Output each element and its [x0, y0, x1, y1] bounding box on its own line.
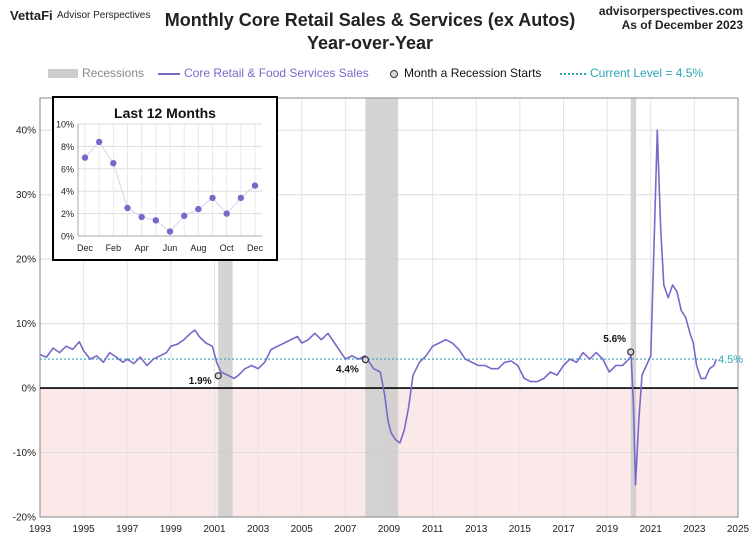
y-tick-label: 20%	[16, 255, 36, 266]
x-tick-label: 2025	[727, 524, 750, 535]
y-tick-label: 0%	[22, 384, 37, 395]
inset-data-point	[95, 138, 103, 146]
vettafi-logo: VettaFi	[10, 8, 53, 23]
legend-recessions-label: Recessions	[82, 66, 145, 80]
legend-recession-swatch	[48, 69, 78, 79]
recession-start-label: 1.9%	[189, 376, 212, 387]
inset-y-tick-label: 8%	[61, 142, 74, 152]
inset-x-tick-label: Dec	[247, 243, 264, 253]
x-tick-label: 2003	[247, 524, 270, 535]
y-tick-label: 10%	[16, 319, 36, 330]
inset-y-tick-label: 2%	[61, 209, 74, 219]
recession-start-label: 5.6%	[603, 334, 626, 345]
recession-start-marker	[214, 372, 222, 380]
inset-y-tick-label: 10%	[56, 120, 74, 130]
plot-border	[39, 97, 739, 518]
inset-data-point	[152, 217, 160, 224]
x-tick-label: 2017	[552, 524, 575, 535]
inset-x-tick-label: Dec	[77, 243, 94, 253]
x-tick-label: 2023	[683, 524, 706, 535]
current-level-label: 4.5%	[718, 354, 743, 366]
inset-data-point	[195, 205, 202, 213]
x-tick-label: 2009	[378, 524, 401, 535]
x-tick-label: 2001	[203, 524, 226, 535]
inset-data-point	[166, 228, 174, 235]
legend-current-swatch	[560, 72, 586, 75]
y-tick-label: 40%	[16, 126, 36, 137]
x-tick-label: 1999	[160, 524, 183, 535]
inset-title: Last 12 Months	[114, 105, 216, 121]
y-tick-label: -20%	[13, 513, 36, 524]
legend-series: Core Retail & Food Services Sales	[158, 66, 369, 80]
inset-data-point	[110, 160, 117, 167]
inset-data-point	[237, 194, 245, 202]
inset-data-point	[138, 213, 145, 221]
inset-x-tick-label: Aug	[190, 243, 206, 253]
recession-start-marker	[627, 348, 635, 356]
chart-subtitle: Year-over-Year	[306, 33, 434, 53]
x-tick-label: 1995	[73, 524, 96, 535]
inset-x-tick-label: Apr	[135, 243, 149, 253]
legend-current-label: Current Level = 4.5%	[590, 66, 704, 80]
legend-recessions: Recessions	[48, 66, 144, 80]
x-tick-label: 2021	[640, 524, 663, 535]
inset-data-point	[81, 154, 89, 161]
recession-band	[365, 98, 399, 517]
x-tick-label: 2005	[291, 524, 314, 535]
chart-title: Monthly Core Retail Sales & Services (ex…	[164, 10, 576, 30]
x-tick-label: 2013	[465, 524, 488, 535]
inset-y-tick-label: 6%	[61, 164, 74, 174]
legend-current-level: Current Level = 4.5%	[560, 66, 703, 80]
x-tick-label: 2019	[596, 524, 619, 535]
inset-data-point	[209, 194, 216, 202]
inset-x-tick-label: Feb	[106, 243, 122, 253]
inset-y-tick-label: 0%	[61, 232, 74, 242]
x-tick-label: 1993	[29, 524, 52, 535]
x-tick-label: 1997	[116, 524, 139, 535]
recession-start-marker	[361, 356, 370, 364]
inset-y-tick-label: 4%	[61, 187, 74, 197]
y-tick-label: 30%	[16, 190, 36, 201]
inset-data-point	[251, 182, 259, 189]
inset-x-tick-label: Jun	[163, 243, 178, 253]
recession-band	[630, 98, 637, 517]
inset-x-tick-label: Oct	[220, 243, 235, 253]
source-label: advisorperspectives.com	[598, 4, 743, 18]
x-tick-label: 2015	[509, 524, 532, 535]
logo-subtitle: Advisor Perspectives	[57, 10, 151, 21]
inset-data-point	[180, 212, 188, 220]
legend-marker-icon	[390, 69, 398, 78]
legend-recession-start: Month a Recession Starts	[390, 66, 541, 80]
x-tick-label: 2011	[422, 524, 444, 535]
recession-start-label: 4.4%	[336, 365, 359, 376]
as-of-label: As of December 2023	[621, 18, 743, 32]
series-line	[39, 129, 717, 486]
inset-data-point	[223, 210, 230, 217]
legend-series-label: Core Retail & Food Services Sales	[184, 66, 369, 80]
legend-recession-start-label: Month a Recession Starts	[404, 66, 542, 80]
y-tick-label: -10%	[13, 448, 36, 459]
inset-data-point	[124, 204, 131, 212]
x-tick-label: 2007	[334, 524, 357, 535]
legend-series-swatch	[158, 72, 180, 75]
